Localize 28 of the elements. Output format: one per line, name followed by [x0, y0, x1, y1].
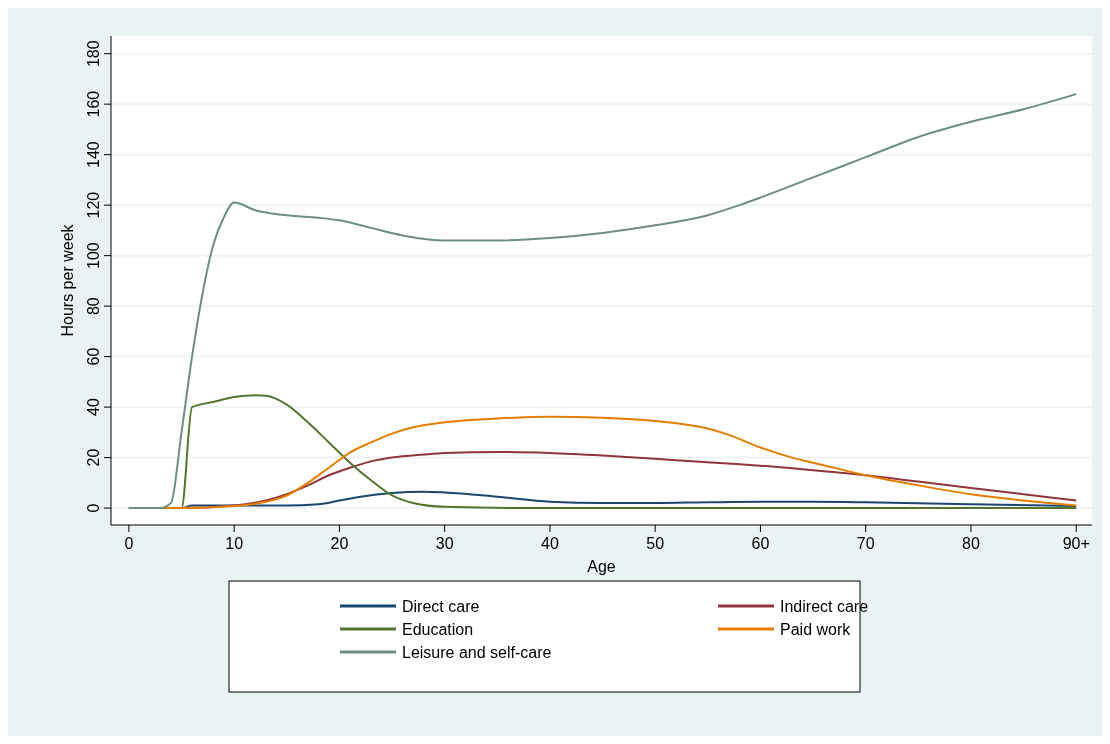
x-tick-label: 30 [435, 535, 454, 552]
x-tick-label: 90+ [1062, 535, 1090, 552]
legend-label: Education [402, 621, 474, 638]
x-tick-label: 10 [225, 535, 244, 552]
y-tick-label: 180 [85, 40, 102, 68]
y-tick-label: 80 [85, 297, 102, 316]
x-tick-label: 20 [330, 535, 349, 552]
line-series [127, 93, 1078, 510]
y-axis-title: Hours per week [59, 223, 76, 337]
y-tick-label: 160 [85, 90, 102, 118]
y-tick-label: 20 [85, 448, 102, 467]
legend-label: Leisure and self-care [402, 644, 552, 661]
y-tick-label: 0 [85, 503, 102, 513]
legend-label: Direct care [402, 598, 480, 615]
x-tick-label: 50 [646, 535, 665, 552]
y-tick-label: 140 [85, 141, 102, 168]
x-tick-label: 80 [962, 535, 980, 552]
y-tick-label: 60 [85, 347, 102, 366]
legend-label: Indirect care [780, 598, 869, 615]
y-tick-label: 100 [85, 242, 102, 269]
y-tick-label: 120 [85, 191, 102, 219]
x-tick-label: 60 [751, 535, 770, 552]
y-tick-label: 40 [85, 398, 102, 416]
x-tick-label: 40 [541, 535, 559, 552]
x-tick-label: 0 [124, 535, 134, 552]
x-axis-title: Age [587, 558, 616, 575]
x-tick-label: 70 [856, 535, 875, 552]
legend-label: Paid work [780, 621, 852, 638]
